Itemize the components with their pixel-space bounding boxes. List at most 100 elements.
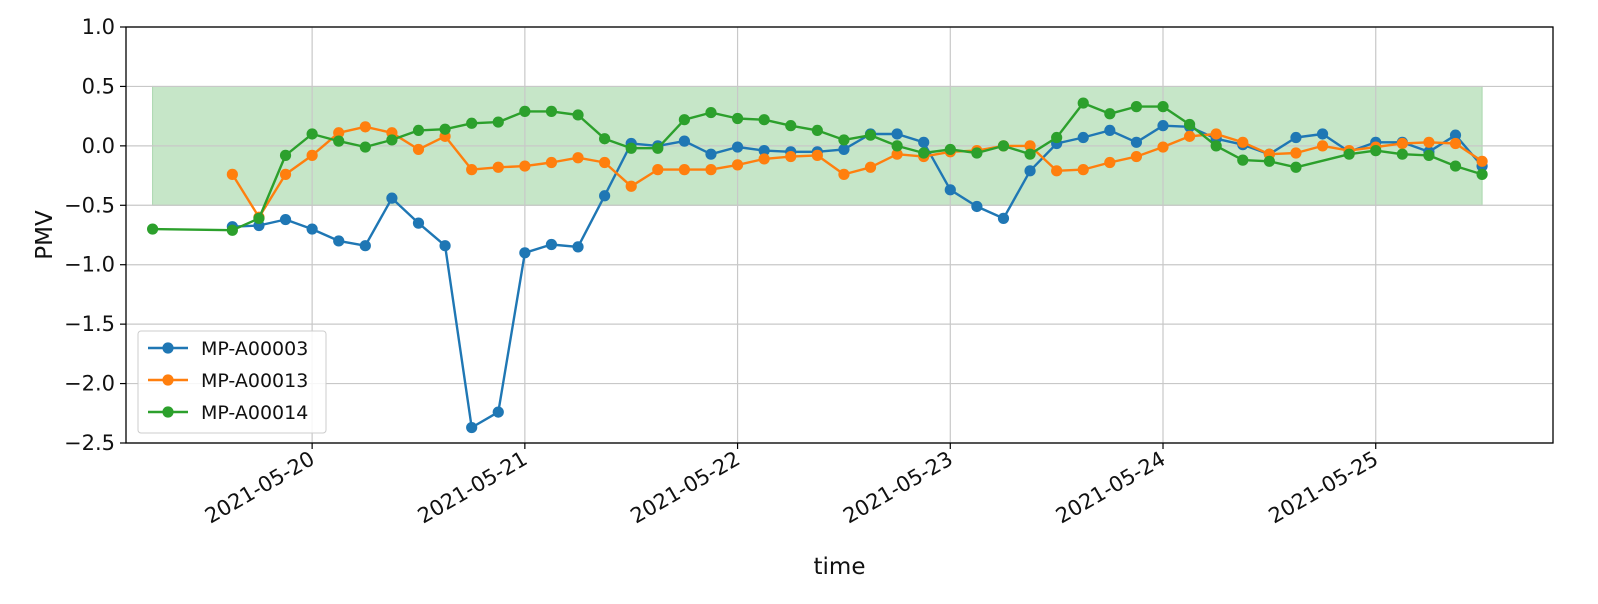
data-point xyxy=(306,149,318,161)
data-point xyxy=(226,224,238,236)
y-axis-ticks: 1.0 0.5 0.0 −0.5 −1.0 −1.5 −2.0 −2.5 xyxy=(64,15,126,455)
data-point xyxy=(1476,155,1488,167)
data-point xyxy=(731,159,744,171)
data-point xyxy=(971,200,983,213)
data-point xyxy=(412,217,425,229)
data-point xyxy=(1157,120,1169,132)
data-point xyxy=(1449,137,1462,150)
data-point xyxy=(944,143,956,156)
y-tick-label: 0.0 xyxy=(82,134,115,158)
data-point xyxy=(1130,101,1143,113)
data-point xyxy=(918,147,930,159)
data-point xyxy=(306,128,318,140)
legend-label-mp-a00014: MP-A00014 xyxy=(201,402,308,424)
legend-box xyxy=(137,330,327,434)
data-point xyxy=(599,156,611,169)
data-point xyxy=(1290,147,1302,159)
x-tick-label: 2021-05-22 xyxy=(626,447,744,529)
data-point xyxy=(838,168,850,180)
data-point xyxy=(572,241,584,253)
data-point xyxy=(1210,128,1222,140)
data-point xyxy=(625,142,637,154)
legend-marker-mp-a00013 xyxy=(162,374,174,386)
data-point xyxy=(1157,101,1169,113)
legend-marker-mp-a00003 xyxy=(162,342,174,354)
data-point xyxy=(466,421,478,434)
data-point xyxy=(1476,168,1488,180)
data-point xyxy=(439,240,451,252)
x-axis-ticks: 2021-05-20 2021-05-21 2021-05-22 2021-05-23… xyxy=(201,443,1382,528)
data-point xyxy=(1316,140,1329,152)
data-point xyxy=(1077,164,1089,176)
data-point xyxy=(705,164,717,176)
data-point xyxy=(519,247,531,259)
data-point xyxy=(1184,130,1196,142)
data-point xyxy=(1024,148,1036,160)
data-point xyxy=(1104,124,1116,137)
data-point xyxy=(359,121,371,133)
data-point xyxy=(333,235,345,247)
data-point xyxy=(891,140,903,152)
data-point xyxy=(1157,141,1169,153)
data-point xyxy=(785,120,797,132)
data-point xyxy=(1051,165,1063,177)
data-point xyxy=(758,153,770,165)
data-point xyxy=(625,180,637,192)
data-point xyxy=(1077,131,1089,144)
data-point xyxy=(758,114,770,126)
data-point xyxy=(386,192,398,204)
y-axis-label: PMV xyxy=(32,210,58,260)
data-point xyxy=(226,168,238,180)
data-point xyxy=(306,223,318,235)
data-point xyxy=(944,184,956,196)
data-point xyxy=(545,156,558,169)
data-point xyxy=(864,161,877,173)
data-point xyxy=(678,164,690,176)
data-point xyxy=(1024,140,1036,152)
data-point xyxy=(359,141,371,153)
data-point xyxy=(758,145,770,157)
data-point xyxy=(918,136,930,148)
data-point xyxy=(572,109,584,121)
y-tick-label: −2.0 xyxy=(64,372,115,396)
data-point xyxy=(705,148,717,160)
legend-entry-mp-a00003: MP-A00003 xyxy=(148,338,308,360)
data-point xyxy=(333,135,345,147)
data-point xyxy=(838,134,850,146)
legend-marker-mp-a00014 xyxy=(162,406,174,418)
x-tick-label: 2021-05-25 xyxy=(1265,447,1383,529)
data-point xyxy=(279,149,292,161)
legend-entry-mp-a00013: MP-A00013 xyxy=(148,370,308,392)
data-point xyxy=(1210,140,1222,152)
data-point xyxy=(891,148,903,160)
series-mp-a00014 xyxy=(146,97,1488,236)
data-point xyxy=(1130,150,1143,163)
data-point xyxy=(492,406,504,418)
data-point xyxy=(811,124,823,137)
data-point xyxy=(652,142,664,154)
y-tick-label: −0.5 xyxy=(64,193,115,217)
data-point xyxy=(1396,148,1408,160)
data-point xyxy=(997,212,1010,224)
data-point xyxy=(678,114,690,126)
data-point xyxy=(253,212,265,224)
data-point xyxy=(1263,155,1275,167)
data-point xyxy=(1290,161,1302,173)
y-tick-label: −2.5 xyxy=(64,431,115,455)
x-tick-label: 2021-05-23 xyxy=(839,447,957,529)
data-point xyxy=(1024,165,1036,177)
data-point xyxy=(891,128,903,140)
data-point xyxy=(333,127,345,139)
data-point xyxy=(1370,145,1382,157)
y-tick-label: 0.5 xyxy=(82,74,115,98)
data-point xyxy=(545,238,558,251)
x-tick-label: 2021-05-20 xyxy=(201,447,319,529)
y-tick-label: −1.0 xyxy=(64,253,115,277)
data-point xyxy=(412,143,425,156)
y-tick-label: 1.0 xyxy=(82,15,115,39)
data-point xyxy=(1237,136,1249,148)
x-tick-label: 2021-05-24 xyxy=(1052,447,1170,529)
data-point xyxy=(678,135,690,147)
data-point xyxy=(492,161,504,173)
